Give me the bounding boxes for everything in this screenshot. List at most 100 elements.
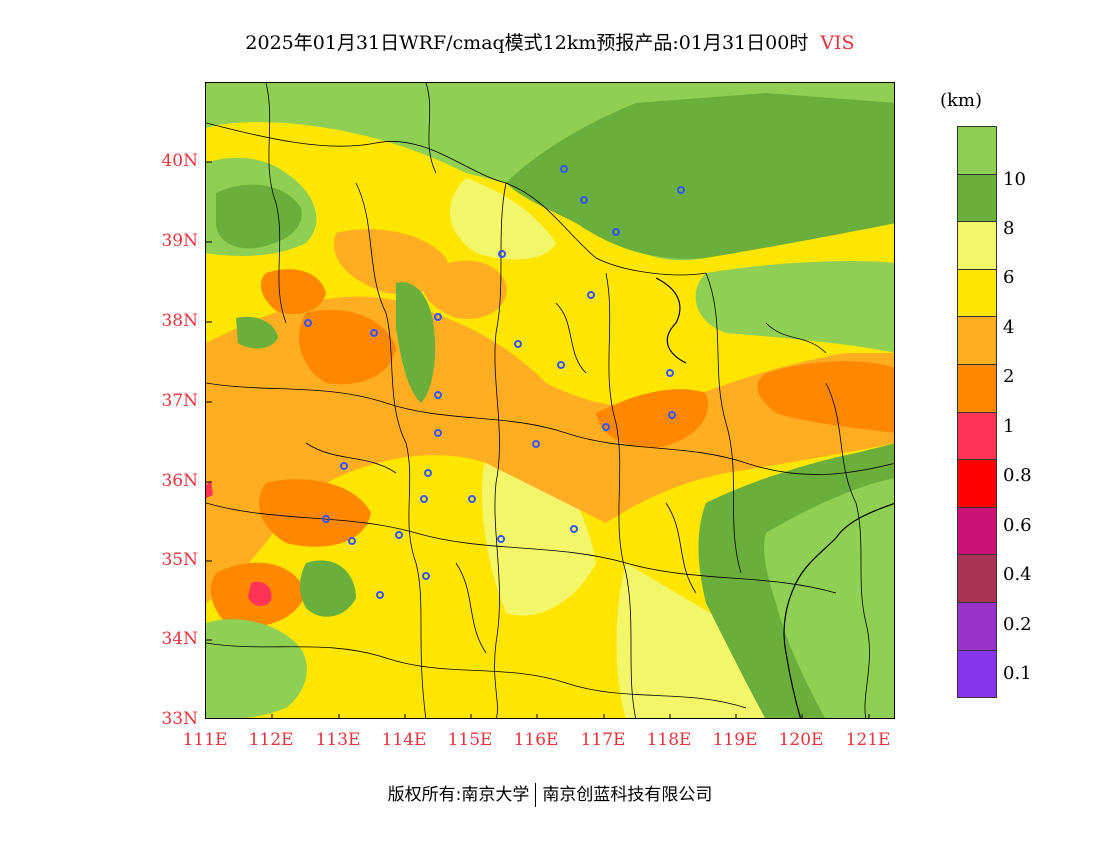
station-marker — [677, 186, 685, 194]
x-tick-label-118e: 118E — [646, 730, 692, 750]
map-region-darkorange-2 — [258, 479, 371, 547]
colorbar — [957, 126, 997, 699]
x-tick-label-114e: 114E — [381, 730, 427, 750]
station-marker — [587, 291, 595, 299]
y-tick-label-40n: 40N — [161, 151, 198, 171]
colorbar-unit: (km) — [940, 90, 983, 111]
station-marker — [666, 369, 674, 377]
y-tick-label-34n: 34N — [161, 629, 198, 649]
map-region-ridge-green — [396, 282, 436, 403]
y-tick-label-36n: 36N — [161, 471, 198, 491]
station-marker — [668, 411, 676, 419]
colorbar-swatch — [957, 126, 997, 175]
title-main: 2025年01月31日WRF/cmaq模式12km预报产品:01月31日00时 — [245, 32, 809, 54]
colorbar-swatch — [957, 649, 997, 699]
station-marker — [612, 228, 620, 236]
station-marker — [570, 525, 578, 533]
colorbar-swatch — [957, 459, 997, 508]
y-tick-label-35n: 35N — [161, 550, 198, 570]
map-region-nw-darkgreen — [216, 184, 302, 249]
map-region-north-darkgreen — [506, 93, 894, 259]
visibility-map — [205, 82, 895, 719]
station-marker — [557, 361, 565, 369]
station-marker — [370, 329, 378, 337]
colorbar-swatch — [957, 221, 997, 270]
x-tick-label-112e: 112E — [248, 730, 294, 750]
colorbar-label-0-8: 0.8 — [1003, 465, 1032, 486]
colorbar-swatch — [957, 506, 997, 556]
y-tick-label-37n: 37N — [161, 391, 198, 411]
y-tick-label-39n: 39N — [161, 231, 198, 251]
colorbar-swatch — [957, 363, 997, 413]
station-marker — [348, 537, 356, 545]
map-region-green-patch-2 — [300, 560, 356, 617]
map-region-darkorange-4 — [596, 389, 708, 448]
colorbar-label-10: 10 — [1003, 169, 1026, 190]
map-region-light-yellow-n — [449, 178, 556, 260]
map-region-low-vis-edge — [206, 481, 213, 498]
map-region-bohai-green — [695, 261, 894, 353]
colorbar-swatch — [957, 411, 997, 461]
map-region-green-patch-1 — [236, 316, 278, 349]
colorbar-label-0-6: 0.6 — [1003, 515, 1032, 536]
station-marker — [580, 196, 588, 204]
station-marker — [434, 391, 442, 399]
y-tick-label-33n: 33N — [161, 709, 198, 729]
station-marker — [497, 535, 505, 543]
map-region-orange-n2 — [422, 260, 507, 319]
x-tick-label-111e: 111E — [182, 730, 228, 750]
station-marker — [422, 572, 430, 580]
admin-borders — [206, 83, 894, 718]
coastline-yellow-sea — [783, 503, 894, 718]
station-marker — [376, 591, 384, 599]
station-marker — [434, 313, 442, 321]
map-region-orange-n — [334, 229, 448, 294]
copyright-footer: 版权所有:南京大学 南京创蓝科技有限公司 — [0, 780, 1100, 807]
footer-separator — [535, 783, 537, 807]
station-marker — [424, 469, 432, 477]
station-markers — [304, 165, 685, 599]
colorbar-label-4: 4 — [1003, 317, 1015, 338]
station-marker — [560, 165, 568, 173]
x-tick-label-115e: 115E — [447, 730, 493, 750]
colorbar-label-6: 6 — [1003, 267, 1015, 288]
colorbar-swatch — [957, 601, 997, 651]
colorbar-swatch — [957, 268, 997, 318]
map-region-sw-green — [206, 619, 307, 718]
axis-ticks — [206, 161, 870, 718]
coastline-bohai — [655, 277, 687, 364]
map-region-darkorange-1 — [298, 309, 396, 385]
station-marker — [602, 423, 610, 431]
station-marker — [420, 495, 428, 503]
colorbar-label-2: 2 — [1003, 366, 1015, 387]
x-tick-label-120e: 120E — [778, 730, 824, 750]
station-marker — [340, 462, 348, 470]
station-marker — [395, 531, 403, 539]
station-marker — [498, 250, 506, 258]
station-marker — [468, 495, 476, 503]
x-tick-label-116e: 116E — [513, 730, 559, 750]
colorbar-swatch — [957, 316, 997, 365]
map-region-darkorange-6 — [260, 269, 326, 314]
colorbar-swatch — [957, 554, 997, 603]
chart-title: 2025年01月31日WRF/cmaq模式12km预报产品:01月31日00时 V… — [0, 28, 1100, 55]
station-marker — [322, 515, 330, 523]
station-marker — [434, 429, 442, 437]
map-region-sea-green — [764, 478, 894, 718]
map-region-light-yellow-se — [626, 623, 765, 718]
title-variable: VIS — [820, 32, 855, 54]
colorbar-label-1: 1 — [1003, 416, 1015, 437]
colorbar-label-0-2: 0.2 — [1003, 614, 1032, 635]
station-marker — [532, 440, 540, 448]
footer-company: 南京创蓝科技有限公司 — [542, 785, 713, 805]
footer-copyright-owner: 版权所有:南京大学 — [387, 785, 530, 805]
colorbar-swatch — [957, 173, 997, 223]
y-tick-label-38n: 38N — [161, 311, 198, 331]
colorbar-label-8: 8 — [1003, 218, 1015, 239]
x-tick-label-113e: 113E — [315, 730, 361, 750]
colorbar-label-0-1: 0.1 — [1003, 663, 1032, 684]
x-tick-label-117e: 117E — [580, 730, 626, 750]
x-tick-label-121e: 121E — [845, 730, 891, 750]
station-marker — [514, 340, 522, 348]
colorbar-label-0-4: 0.4 — [1003, 564, 1032, 585]
